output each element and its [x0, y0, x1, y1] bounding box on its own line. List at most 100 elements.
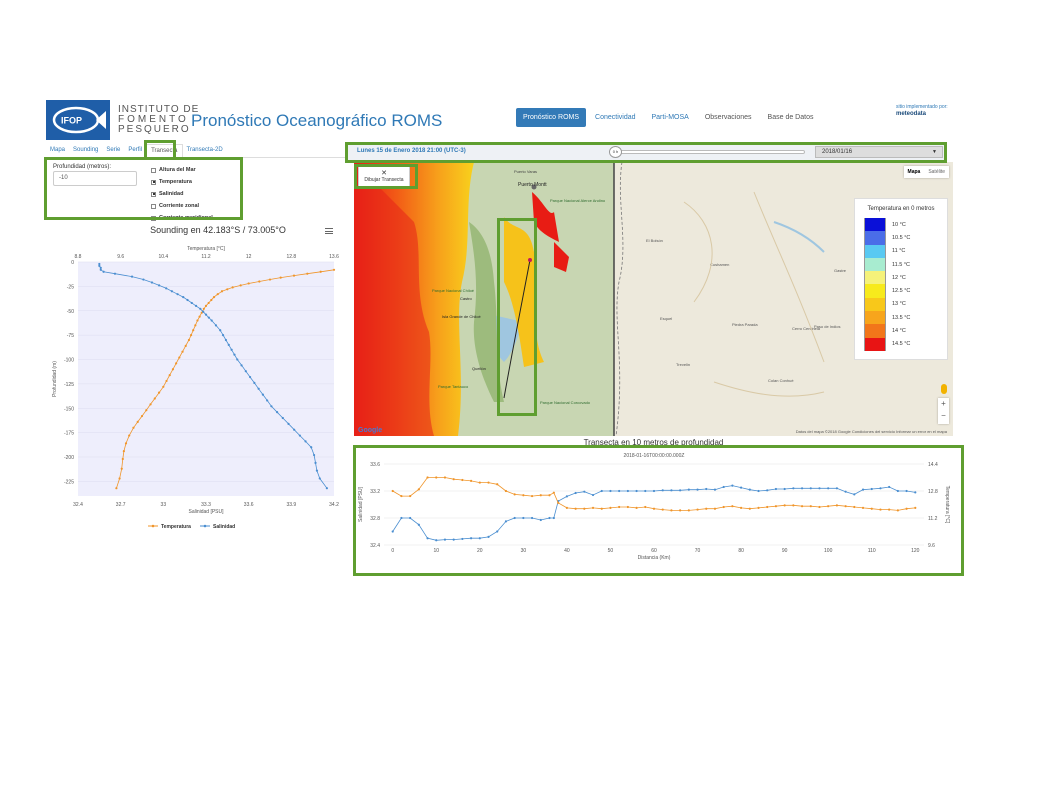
map-attribution[interactable]: Datos del mapa ©2018 Google Condiciones …: [795, 429, 947, 434]
x-tick-label: 34.2: [329, 502, 339, 508]
check-altura-del-mar[interactable]: Altura del Mar: [151, 164, 213, 176]
y-tick-label: -75: [67, 333, 74, 339]
draw-transect-button[interactable]: ✕ Dibujar Transecta: [358, 166, 410, 188]
zoom-in-button[interactable]: +: [941, 399, 946, 408]
data-point: [591, 493, 595, 497]
data-point: [98, 262, 101, 266]
data-point: [99, 266, 102, 269]
legend-row: 10.5 °C: [864, 231, 947, 245]
fjord-field: [554, 242, 569, 272]
map-view[interactable]: Puerto Montt Puerto Varas Parque Naciona…: [354, 162, 953, 436]
data-point: [268, 278, 272, 281]
data-point: [696, 488, 699, 491]
y-tick-label: 33.2: [370, 489, 380, 495]
x-tick-label: 33.6: [244, 502, 254, 508]
nav-parti-mosa[interactable]: Parti-MOSA: [651, 114, 689, 121]
data-point: [231, 286, 234, 289]
data-point: [304, 440, 307, 443]
place-colan-conhue: Colan Conhué: [768, 378, 794, 383]
y-tick-label: 32.4: [370, 543, 380, 549]
map-type-satelite[interactable]: Satélite: [928, 169, 945, 175]
y2-tick-label: 11.2: [928, 516, 938, 522]
checkbox[interactable]: [151, 167, 156, 173]
data-point: [332, 268, 336, 271]
data-point: [539, 494, 542, 497]
place-trevelin: Trevelin: [676, 362, 690, 367]
tab-sounding[interactable]: Sounding: [73, 147, 99, 153]
nav-conectividad[interactable]: Conectividad: [595, 114, 636, 121]
y-tick-label: -25: [67, 284, 74, 290]
top-nav: Pronóstico ROMS Conectividad Parti-MOSA …: [516, 108, 822, 127]
data-point: [661, 508, 664, 511]
data-point: [226, 288, 229, 291]
y-tick-label: -100: [64, 358, 74, 364]
street-view-pegman-icon[interactable]: [941, 384, 947, 394]
data-point: [212, 296, 216, 299]
chart-menu-icon[interactable]: [325, 228, 333, 234]
data-point: [478, 481, 481, 484]
check-salinidad[interactable]: Salinidad: [151, 188, 213, 200]
data-point: [705, 507, 708, 510]
data-point: [417, 523, 420, 526]
chiloe-island: [469, 222, 504, 402]
org-name: INSTITUTO DE FOMENTO PESQUERO: [118, 105, 199, 135]
x-tick-label: 33.9: [286, 502, 296, 508]
nav-base-de-datos[interactable]: Base de Datos: [767, 114, 814, 121]
place-puerto-varas: Puerto Varas: [514, 169, 537, 174]
data-point: [827, 505, 830, 508]
data-point: [522, 516, 525, 520]
data-point: [319, 270, 322, 273]
legend-row: 12.5 °C: [864, 284, 947, 298]
check-temperatura[interactable]: Temperatura: [151, 176, 213, 188]
data-point: [230, 348, 233, 351]
depth-input[interactable]: -10: [53, 171, 137, 186]
data-point: [722, 505, 725, 509]
data-point: [120, 467, 123, 470]
reloncavi-field: [532, 192, 559, 242]
place-puerto-montt: Puerto Montt: [518, 182, 547, 188]
tab-serie[interactable]: Serie: [106, 147, 121, 153]
date-select[interactable]: 2018/01/16 ▼: [815, 146, 943, 158]
checkbox-checked[interactable]: [151, 191, 156, 197]
brand-credit[interactable]: sitio implementado por: meteodata: [896, 104, 948, 117]
tab-mapa[interactable]: Mapa: [50, 147, 66, 153]
legend-title: Temperatura en 0 metros: [867, 206, 935, 212]
place-tantauco: Parque Tantauco: [438, 384, 469, 389]
data-point: [713, 507, 717, 510]
tabs-divider: [46, 157, 346, 158]
zoom-out-button[interactable]: −: [941, 411, 946, 420]
legend-swatch: [864, 231, 886, 245]
data-point: [199, 307, 202, 310]
data-point: [809, 505, 812, 508]
draw-transect-label: Dibujar Transecta: [364, 177, 404, 183]
x-tick-label: 20: [477, 548, 483, 554]
place-piedra-parada: Piedra Parada: [732, 322, 758, 327]
data-point: [248, 375, 252, 379]
data-point: [153, 397, 156, 400]
checkbox[interactable]: [151, 215, 156, 221]
nav-observaciones[interactable]: Observaciones: [704, 114, 752, 121]
map-type-mapa[interactable]: Mapa: [907, 169, 921, 175]
tab-transecta-2d[interactable]: Transecta-2D: [186, 147, 223, 153]
checkbox-checked[interactable]: [151, 179, 156, 185]
check-corriente-meridional[interactable]: Corriente meridional: [151, 212, 213, 224]
ifop-logo[interactable]: IFOP: [46, 100, 110, 140]
data-point: [220, 290, 224, 293]
series-line-salinidad: [98, 263, 328, 489]
legend-row: 14.5 °C: [864, 337, 947, 351]
time-slider-handle[interactable]: 0 h: [609, 146, 622, 158]
check-corriente-zonal[interactable]: Corriente zonal: [151, 200, 213, 212]
nav-pronostico-roms[interactable]: Pronóstico ROMS: [516, 108, 587, 127]
data-point: [162, 385, 165, 388]
caret-down-icon: ▼: [932, 149, 937, 155]
org-line-1: INSTITUTO DE: [118, 104, 200, 115]
time-slider-track[interactable]: [615, 150, 805, 154]
data-point: [219, 329, 222, 332]
data-point: [896, 509, 899, 512]
data-point: [257, 387, 260, 390]
data-point: [210, 298, 213, 302]
tab-perfil[interactable]: Perfil: [128, 147, 143, 153]
tab-transecta[interactable]: Transecta: [146, 144, 183, 158]
place-el-bolson: El Bolsón: [646, 238, 663, 243]
checkbox[interactable]: [151, 203, 156, 209]
